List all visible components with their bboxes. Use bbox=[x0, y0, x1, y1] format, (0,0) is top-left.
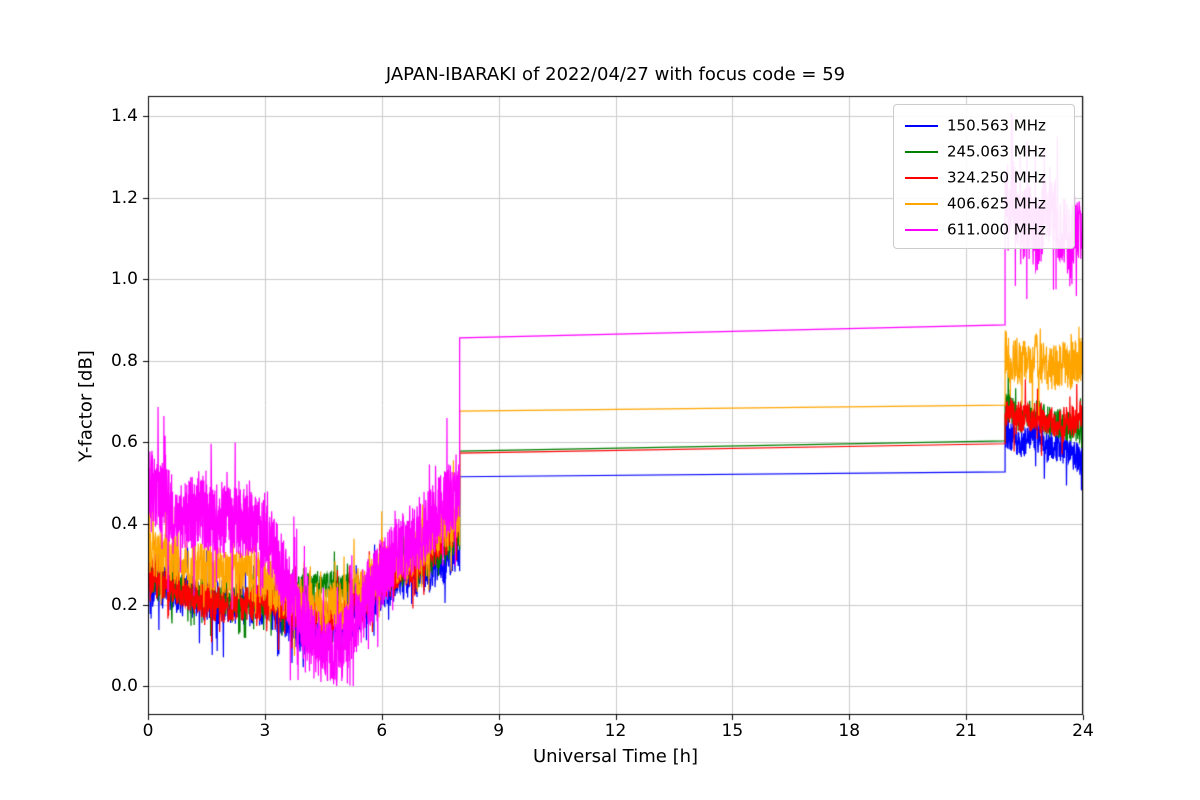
y-tick-label: 1.2 bbox=[110, 187, 138, 208]
legend-line-icon bbox=[905, 202, 938, 205]
legend-entry: 406.625 MHz bbox=[905, 190, 1074, 216]
y-tick-label: 0.4 bbox=[110, 513, 138, 534]
x-tick-label: 12 bbox=[604, 721, 627, 741]
x-tick-label: 9 bbox=[493, 721, 505, 741]
legend-entry: 611.000 MHz bbox=[905, 216, 1074, 242]
legend-line-icon bbox=[905, 124, 938, 127]
y-tick-label: 1.0 bbox=[110, 269, 138, 290]
legend-label: 324.250 MHz bbox=[947, 168, 1046, 187]
legend-line-icon bbox=[905, 150, 938, 153]
x-tick-label: 21 bbox=[955, 721, 977, 741]
legend-line-icon bbox=[905, 228, 938, 231]
legend-label: 150.563 MHz bbox=[947, 116, 1046, 135]
legend-line-icon bbox=[905, 176, 938, 179]
x-tick-label: 15 bbox=[721, 721, 744, 741]
x-tick-label: 0 bbox=[142, 721, 154, 741]
chart-title: JAPAN-IBARAKI of 2022/04/27 with focus c… bbox=[385, 64, 846, 85]
x-tick-label: 24 bbox=[1072, 721, 1094, 741]
y-tick-label: 0.6 bbox=[110, 432, 138, 453]
y-tick-label: 0.0 bbox=[110, 676, 138, 697]
y-tick-label: 0.8 bbox=[110, 350, 138, 371]
legend: 150.563 MHz 245.063 MHz 324.250 MHz 406.625… bbox=[893, 104, 1075, 249]
legend-label: 245.063 MHz bbox=[947, 142, 1046, 161]
x-axis-label: Universal Time [h] bbox=[532, 746, 699, 767]
y-tick-label: 1.4 bbox=[110, 106, 138, 127]
legend-entry: 150.563 MHz bbox=[905, 112, 1074, 138]
legend-label: 406.625 MHz bbox=[947, 194, 1046, 213]
x-tick-label: 18 bbox=[838, 721, 861, 741]
legend-entry: 324.250 MHz bbox=[905, 164, 1074, 190]
legend-label: 611.000 MHz bbox=[947, 220, 1046, 239]
legend-entry: 245.063 MHz bbox=[905, 138, 1074, 164]
x-tick-label: 6 bbox=[376, 721, 388, 741]
x-tick-label: 3 bbox=[259, 721, 271, 741]
y-tick-label: 0.2 bbox=[110, 595, 138, 616]
